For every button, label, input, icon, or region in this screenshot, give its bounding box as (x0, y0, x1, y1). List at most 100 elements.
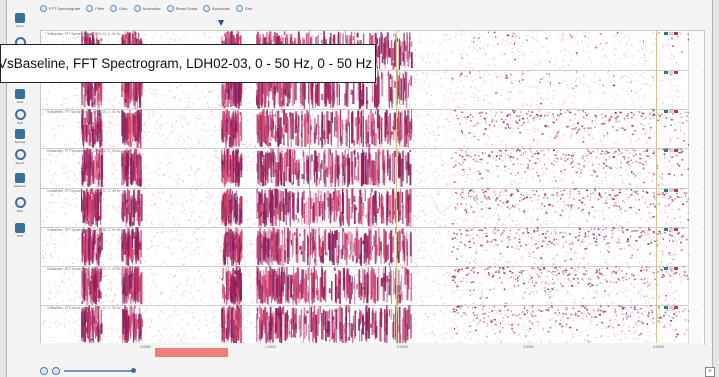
toolbar-item[interactable]: Normalize (133, 5, 161, 12)
track-color-key (664, 149, 678, 153)
play-icon[interactable] (40, 367, 48, 375)
track-color-key (664, 305, 678, 309)
toolbar-item-label: Filter (95, 6, 105, 11)
sidebar-item-label: Settings (14, 140, 26, 144)
track-color-key (664, 227, 678, 231)
time-marker-icon[interactable] (218, 20, 224, 26)
time-selection-range[interactable] (155, 348, 228, 357)
track-color-key (664, 266, 678, 270)
toolbar-item-label: Gain (119, 6, 128, 11)
sidebar-item[interactable]: Pick (10, 109, 30, 129)
track-scale (688, 265, 703, 305)
track-scale (688, 187, 703, 227)
tool-icon (15, 129, 25, 139)
spectrogram-image (41, 187, 689, 227)
track-scale (688, 304, 703, 344)
track-label: VsBaseline, FFT Spectrogram, LDH05-06, 0… (47, 149, 121, 154)
toolbar-item-label: Reset Scale (175, 6, 198, 11)
tool-icon (15, 89, 25, 99)
track-tooltip: VsBaseline, FFT Spectrogram, LDH02-03, 0… (0, 44, 376, 83)
sidebar-item[interactable]: Save (10, 89, 30, 109)
sidebar-item-label: Pick (17, 121, 23, 125)
time-axis: 0:0000 1:0000 2:0000 3:0000 4:0000 (40, 343, 703, 363)
tool-icon (14, 197, 26, 208)
time-tick-label: 3:0000 (523, 345, 534, 349)
sidebar-item-label: Save (16, 100, 24, 104)
tooltip-text: VsBaseline, FFT Spectrogram, LDH02-03, 0… (0, 56, 373, 71)
toolbar-item[interactable]: Reset Scale (166, 5, 198, 12)
spectrogram-track[interactable]: VsBaseline, FFT Spectrogram, LDH03-04, 0… (41, 70, 704, 111)
toolbar-item-icon (86, 5, 94, 12)
tool-icon (14, 149, 26, 160)
sidebar-item[interactable]: Print (10, 223, 30, 243)
spectrogram-image (41, 265, 689, 305)
track-scale (688, 226, 703, 266)
spectrogram-image (43, 148, 689, 188)
toolbar-item[interactable]: Autoscale (203, 5, 230, 12)
track-label: VsBaseline, FFT Spectrogram, LDH08-09, 0… (47, 266, 121, 271)
toolbar-item-icon (166, 5, 174, 12)
track-label: VsBaseline, FFT Spectrogram, LDH02-03, 0… (47, 32, 121, 36)
sidebar-item[interactable]: Zoom (10, 13, 30, 33)
spectrogram-track[interactable]: VsBaseline, FFT Spectrogram, LDH05-06, 0… (41, 148, 704, 189)
cursor-line[interactable] (656, 30, 657, 343)
sidebar-item[interactable]: Measure (10, 173, 30, 193)
toolbar-item-label: Grid (244, 6, 253, 11)
sidebar-item-label: Export (15, 161, 25, 165)
track-color-key (664, 110, 678, 114)
spectrogram-image (41, 70, 684, 110)
track-scale (688, 148, 703, 188)
toolbar-item-label: Normalize (142, 6, 161, 11)
spectrogram-track[interactable]: VsBaseline, FFT Spectrogram, LDH06-07, 0… (41, 187, 704, 228)
spectrogram-track[interactable]: VsBaseline, FFT Spectrogram, LDH07-08, 0… (41, 226, 704, 267)
sidebar-item-label: Filter (16, 209, 24, 213)
zoom-button[interactable]: + (705, 367, 715, 377)
sidebar-item-label: Zoom (16, 24, 24, 28)
zoom-slider[interactable] (64, 368, 136, 373)
spectrogram-image (42, 304, 689, 344)
toolbar-item-icon (235, 5, 243, 12)
track-color-key (664, 188, 678, 192)
track-scale (688, 109, 703, 149)
toolbar-item-icon (203, 5, 211, 12)
sidebar-item[interactable]: Export (10, 149, 30, 169)
time-tick-label: 4:0000 (653, 345, 664, 349)
spectrogram-track[interactable]: VsBaseline, FFT Spectrogram, LDH09-10, 0… (41, 304, 704, 345)
spectrogram-track[interactable]: VsBaseline, FFT Spectrogram, LDH08-09, 0… (41, 265, 704, 306)
toolbar-item-icon (110, 5, 118, 12)
track-scale (688, 70, 703, 110)
sidebar-item-label: Measure (14, 184, 26, 188)
track-color-key (664, 71, 678, 75)
track-label: VsBaseline, FFT Spectrogram, LDH09-10, 0… (47, 305, 121, 310)
toolbar-item-icon (40, 5, 47, 12)
sidebar-item[interactable]: Filter (10, 197, 30, 217)
spectrogram-track[interactable]: VsBaseline, FFT Spectrogram, LDH04-05, 0… (41, 109, 704, 150)
track-label: VsBaseline, FFT Spectrogram, LDH04-05, 0… (47, 110, 121, 115)
spectrogram-image (41, 109, 689, 149)
step-icon[interactable] (52, 367, 60, 375)
cursor-line[interactable] (309, 30, 310, 343)
toolbar-item-icon (133, 5, 141, 12)
slider-knob[interactable] (131, 368, 136, 373)
sidebar-item[interactable]: Settings (10, 129, 30, 149)
track-color-key (664, 32, 678, 35)
toolbar-item[interactable]: Grid (235, 5, 253, 12)
track-label: VsBaseline, FFT Spectrogram, LDH07-08, 0… (47, 227, 121, 232)
toolbar-item[interactable]: FFT Spectrogram (40, 5, 80, 12)
cursor-line[interactable] (396, 30, 397, 343)
time-tick-label: 2:0000 (397, 345, 408, 349)
time-tick-label: 1:0000 (265, 345, 276, 349)
tool-icon (15, 173, 25, 183)
toolbar-item[interactable]: Filter (86, 5, 104, 12)
toolbar: FFT Spectrogram Filter Gain Normalize Reset … (40, 2, 680, 15)
tool-icon (14, 109, 26, 120)
toolbar-item-label: Autoscale (212, 6, 230, 11)
tool-icon (15, 223, 25, 233)
toolbar-item-label: FFT Spectrogram (49, 6, 81, 11)
toolbar-item[interactable]: Gain (110, 5, 128, 12)
tool-icon (15, 13, 25, 23)
spectrogram-image (41, 226, 689, 266)
time-tick-label: 0:0000 (140, 345, 151, 349)
track-scale (688, 31, 703, 71)
bottom-controls (40, 366, 703, 376)
